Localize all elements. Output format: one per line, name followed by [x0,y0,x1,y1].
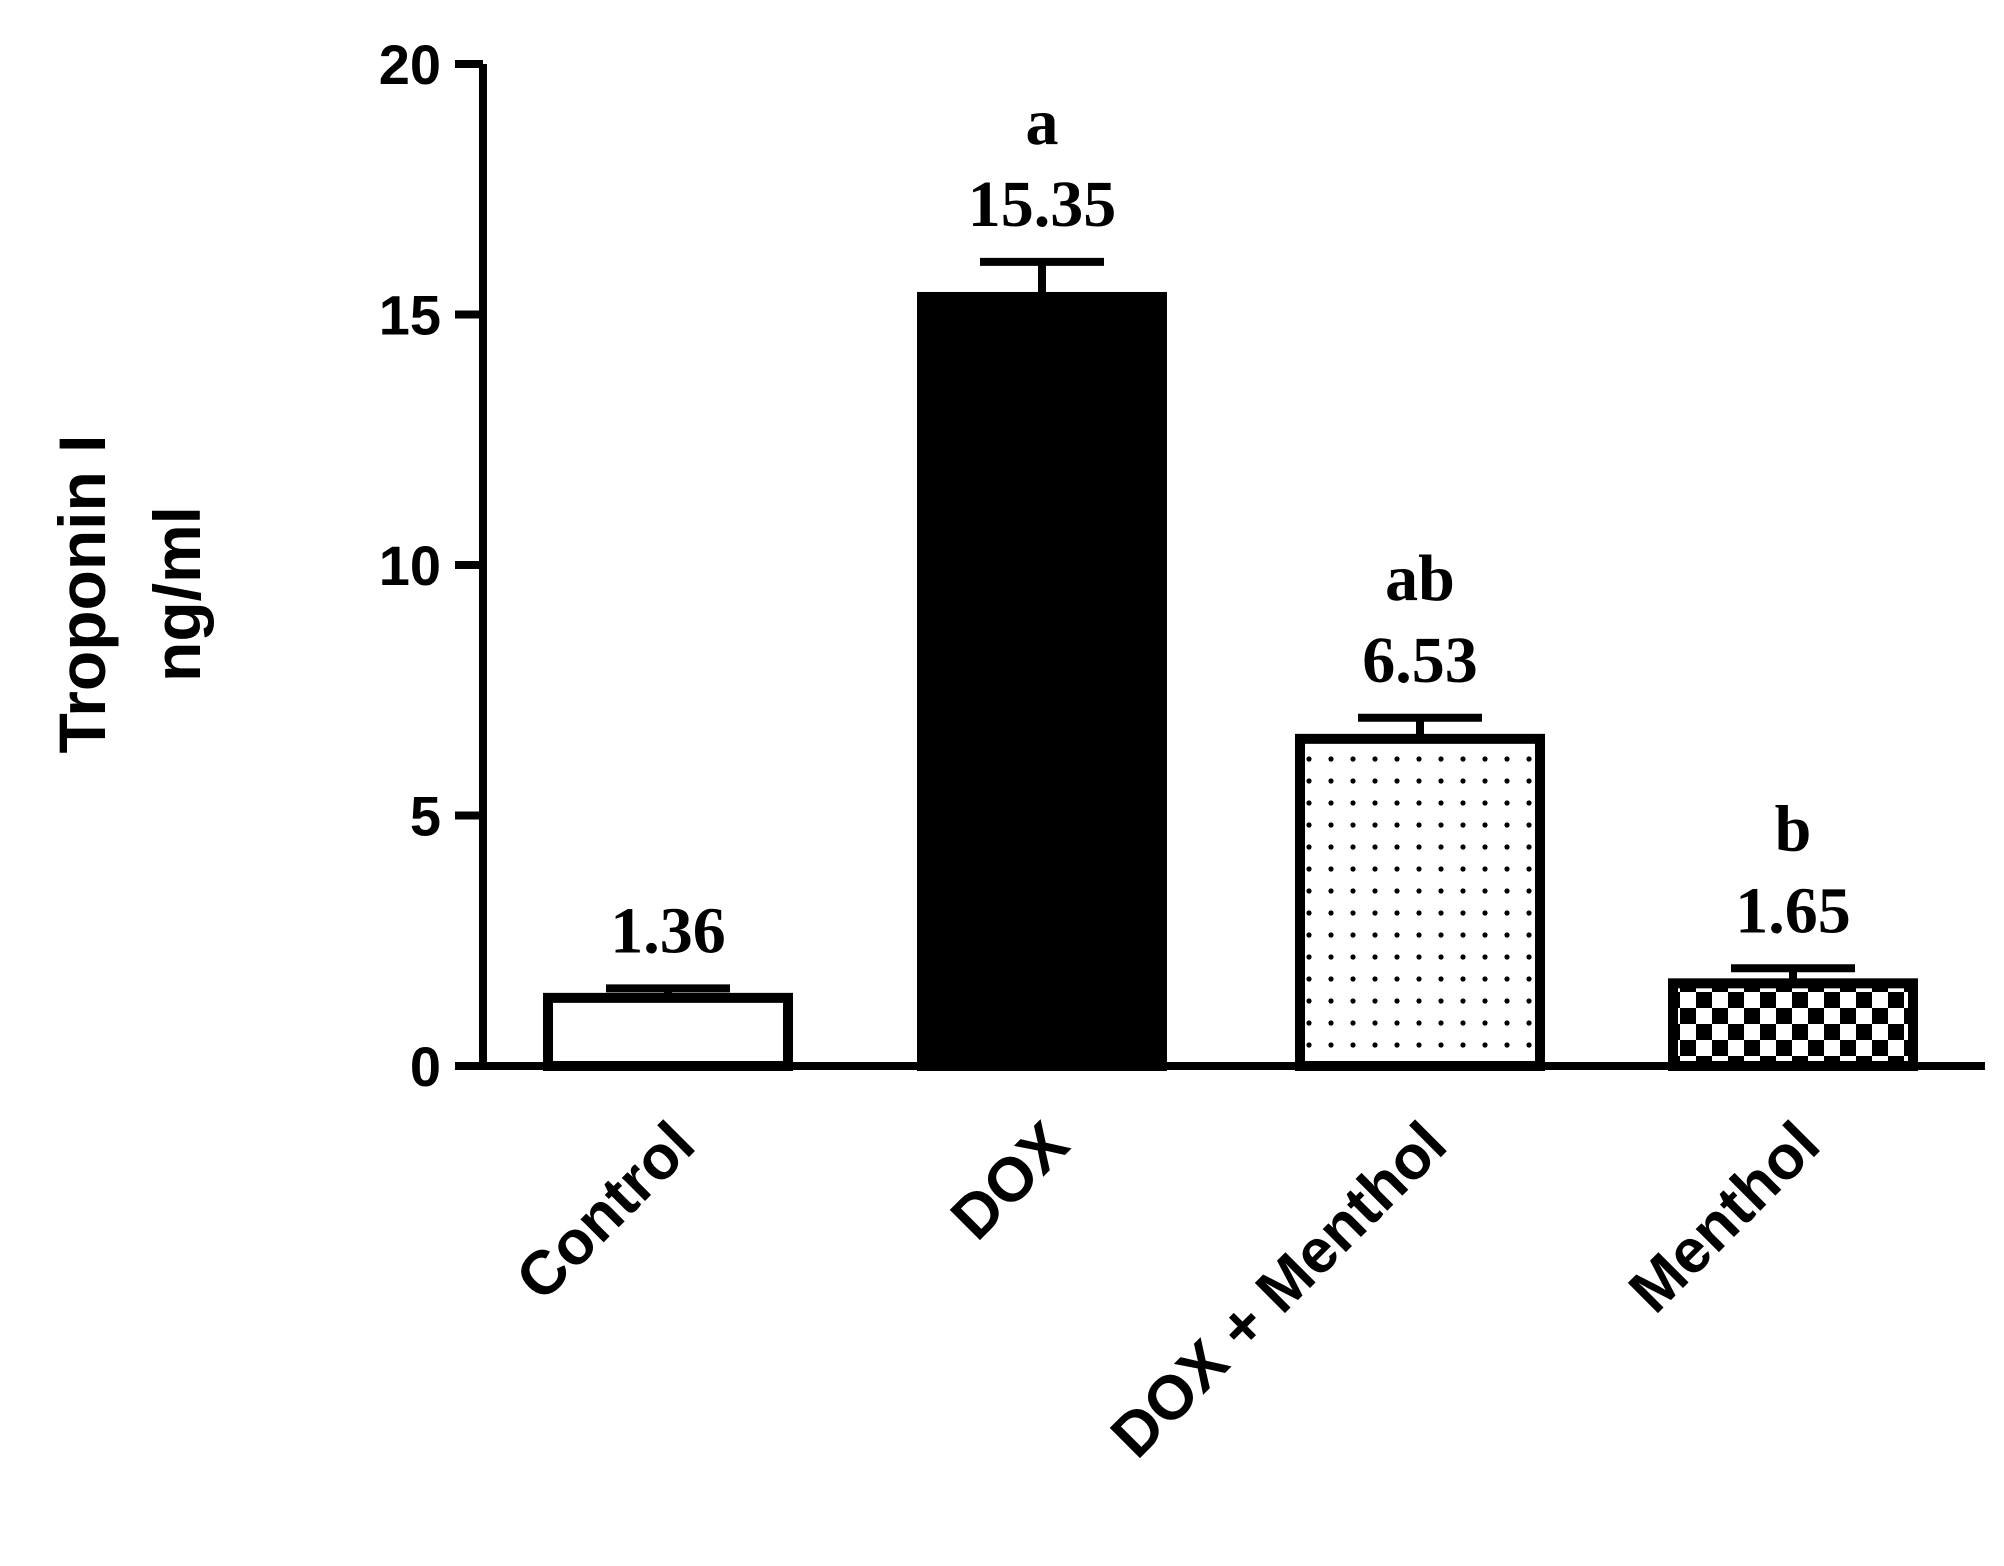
y-tick-label: 5 [410,785,441,848]
y-tick-label: 20 [379,33,441,96]
value-label: 15.35 [968,168,1117,241]
x-category-label: Control [503,1109,708,1314]
bars: 1.36 15.35 a 6.53 ab 1.65 b [543,86,1918,1072]
significance-label: a [1026,86,1059,159]
y-ticks: 0 5 10 15 20 [379,33,483,1098]
y-tick-label: 10 [379,534,441,597]
bar-dox [917,291,1167,1071]
bar-control [543,992,793,1072]
x-labels: Control DOX DOX + Menthol Menthol [503,1109,1833,1471]
y-tick-label: 0 [410,1035,441,1098]
significance-label: ab [1385,542,1455,615]
value-label: 6.53 [1362,624,1478,697]
value-label: 1.36 [610,894,726,967]
x-category-label: DOX + Menthol [1098,1109,1460,1471]
value-label: 1.65 [1735,874,1851,947]
bar-menthol [1668,978,1918,1072]
y-axis-label: Troponin I ng/ml [45,435,214,754]
y-axis-label-line1: Troponin I [45,435,119,754]
y-tick-label: 15 [379,284,441,347]
significance-label: b [1775,792,1812,865]
y-axis-label-line2: ng/ml [140,506,214,682]
x-category-label: Menthol [1616,1109,1833,1326]
x-category-label: DOX [938,1109,1082,1253]
bar-dox-menthol [1295,733,1545,1071]
